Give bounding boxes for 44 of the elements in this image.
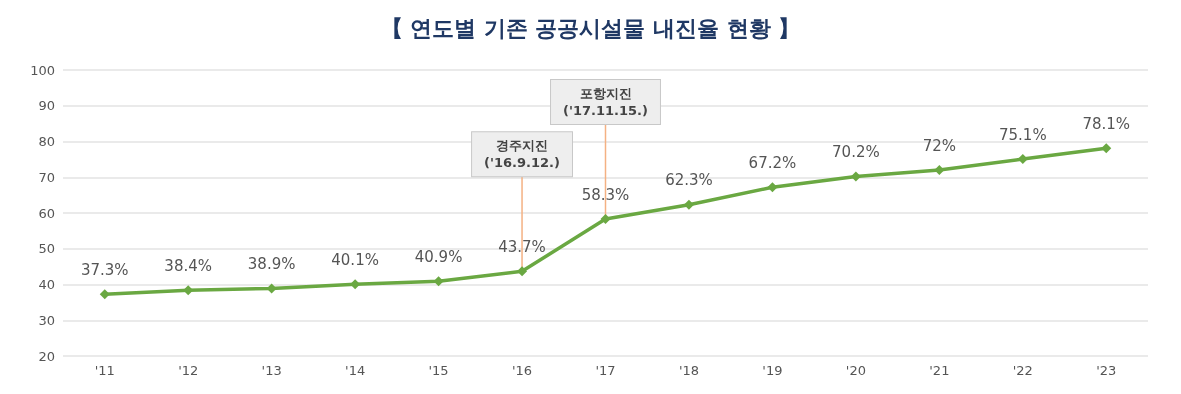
data-label: 67.2% <box>748 153 797 172</box>
x-tick-label: '23 <box>1096 363 1117 378</box>
data-label: 72% <box>922 136 957 155</box>
point <box>934 165 945 176</box>
y-tick-label: 20 <box>38 348 55 364</box>
x-tick-label: '17 <box>595 363 616 378</box>
data-label: 40.1% <box>331 250 379 269</box>
x-tick-label: '12 <box>178 363 199 378</box>
x-tick-label: '13 <box>261 363 282 378</box>
data-label: 70.2% <box>832 143 880 162</box>
data-label: 38.9% <box>247 254 296 273</box>
y-tick-label: 80 <box>38 134 55 149</box>
point <box>767 182 778 193</box>
y-tick-label: 70 <box>38 169 55 185</box>
x-tick-label: '14 <box>345 363 366 378</box>
data-label: 38.4% <box>164 256 213 275</box>
point <box>683 199 694 210</box>
data-label: 37.3% <box>80 260 129 279</box>
y-tick-label: 30 <box>38 312 55 328</box>
annotation: 경주지진 ('16.9.12.) <box>484 138 560 171</box>
chart-title: 【 연도별 기존 공공시설물 내진율 현황 】 <box>380 15 801 41</box>
y-tick-label: 100 <box>30 62 55 78</box>
data-label: 62.3% <box>665 171 713 190</box>
x-tick-label: '15 <box>428 363 449 378</box>
y-tick-label: 40 <box>38 277 55 292</box>
point <box>99 289 110 300</box>
x-tick-label: '16 <box>511 363 533 378</box>
x-tick-label: '18 <box>678 363 700 378</box>
data-label: 78.1% <box>1082 114 1131 133</box>
data-label: 40.9% <box>414 247 463 266</box>
x-tick-label: '20 <box>845 363 866 378</box>
x-tick-label: '21 <box>929 363 950 378</box>
x-tick-label: '11 <box>94 363 115 378</box>
point <box>850 171 861 182</box>
y-tick-label: 60 <box>38 205 55 221</box>
x-tick-label: '22 <box>1012 363 1033 378</box>
annotation: 포항지진 ('17.11.15.) <box>563 86 648 119</box>
point <box>1101 143 1112 154</box>
y-tick-label: 50 <box>38 241 55 257</box>
point <box>517 266 528 277</box>
y-tick-label: 90 <box>38 98 55 114</box>
data-label: 75.1% <box>998 125 1047 144</box>
x-tick-label: '19 <box>762 363 783 378</box>
point <box>600 214 611 225</box>
